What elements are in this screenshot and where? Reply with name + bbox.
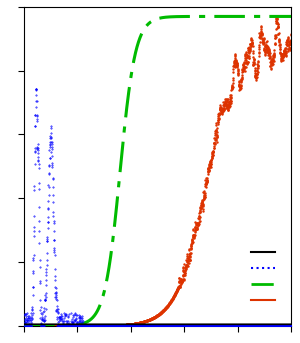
Legend: , , , : , , , xyxy=(246,244,283,311)
